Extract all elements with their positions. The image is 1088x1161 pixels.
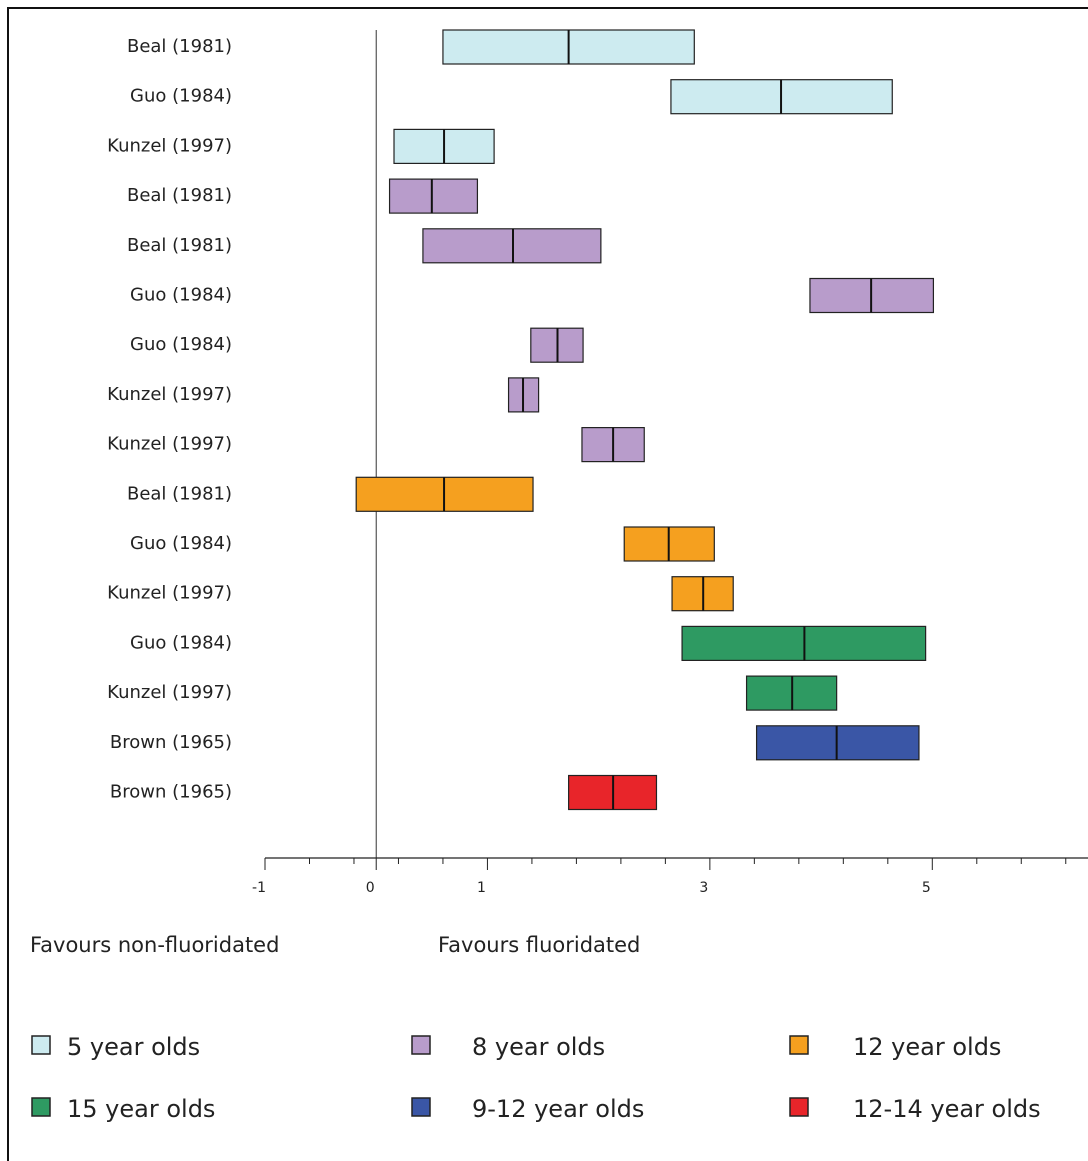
row-label: Guo (1984) (130, 334, 232, 355)
row-label: Kunzel (1997) (107, 434, 232, 455)
legend-swatch (411, 1097, 431, 1117)
legend-swatch (789, 1035, 809, 1055)
legend-label: 15 year olds (67, 1095, 215, 1123)
row-label: Brown (1965) (110, 782, 232, 803)
x-tick-label: 3 (699, 880, 708, 896)
row-label: Beal (1981) (127, 483, 232, 504)
x-tick-label: 1 (477, 880, 486, 896)
row-label: Kunzel (1997) (107, 583, 232, 604)
frame (7, 7, 1088, 1161)
legend-swatch (789, 1097, 809, 1117)
legend-swatch (31, 1097, 51, 1117)
legend-label: 12-14 year olds (853, 1095, 1041, 1123)
row-label: Guo (1984) (130, 86, 232, 107)
legend-label: 8 year olds (472, 1033, 605, 1061)
interval-box (388, 178, 479, 214)
x-tick-label: -1 (252, 880, 266, 896)
legend-label: 9-12 year olds (472, 1095, 644, 1123)
x-tick-label: 5 (922, 880, 931, 896)
row-label: Kunzel (1997) (107, 682, 232, 703)
row-label: Beal (1981) (127, 36, 232, 57)
row-label: Guo (1984) (130, 285, 232, 306)
interval-box (422, 228, 602, 264)
legend-swatch (411, 1035, 431, 1055)
row-label: Brown (1965) (110, 732, 232, 753)
row-label: Beal (1981) (127, 185, 232, 206)
x-tick-label: 0 (366, 880, 375, 896)
row-label: Kunzel (1997) (107, 135, 232, 156)
legend-label: 12 year olds (853, 1033, 1001, 1061)
interval-box (755, 725, 920, 761)
annotation: Favours non-fluoridated (30, 933, 279, 957)
legend-swatch (31, 1035, 51, 1055)
annotation: Favours fluoridated (438, 933, 640, 957)
row-label: Guo (1984) (130, 632, 232, 653)
row-label: Guo (1984) (130, 533, 232, 554)
row-label: Beal (1981) (127, 235, 232, 256)
row-label: Kunzel (1997) (107, 384, 232, 405)
legend-label: 5 year olds (67, 1033, 200, 1061)
